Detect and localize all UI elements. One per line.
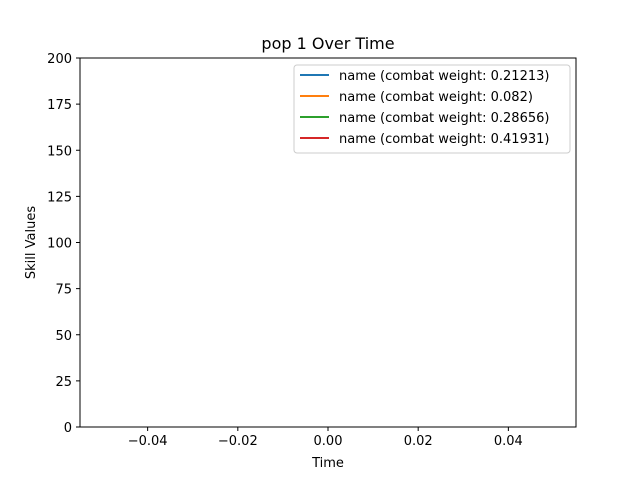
chart-title: pop 1 Over Time (261, 34, 394, 53)
y-axis-label: Skill Values (24, 206, 39, 279)
legend-entry-label: name (combat weight: 0.41931) (339, 132, 549, 147)
y-tick-label: 75 (55, 283, 72, 298)
x-axis: −0.04 −0.02 0.00 0.02 0.04 (128, 427, 523, 449)
y-tick-label: 50 (55, 329, 72, 344)
x-tick-label: 0.02 (404, 434, 433, 449)
y-tick-label: 25 (55, 375, 72, 390)
legend-entry-label: name (combat weight: 0.21213) (339, 69, 549, 84)
x-tick-label: 0.04 (494, 434, 523, 449)
y-tick-label: 125 (47, 190, 72, 205)
legend-entry-label: name (combat weight: 0.28656) (339, 111, 549, 126)
y-tick-label: 150 (47, 144, 72, 159)
x-tick-label: 0.00 (314, 434, 343, 449)
y-axis: 0 25 50 75 100 125 150 175 200 (47, 52, 80, 436)
y-tick-label: 0 (64, 421, 72, 436)
y-tick-label: 175 (47, 98, 72, 113)
legend-box (293, 64, 571, 154)
x-axis-label: Time (311, 456, 344, 471)
x-tick-label: −0.04 (128, 434, 168, 449)
y-tick-label: 200 (47, 52, 72, 67)
x-tick-label: −0.02 (218, 434, 258, 449)
y-tick-label: 100 (47, 237, 72, 252)
legend: name (combat weight: 0.21213) name (comba… (293, 64, 571, 154)
legend-entry-label: name (combat weight: 0.082) (339, 90, 533, 105)
